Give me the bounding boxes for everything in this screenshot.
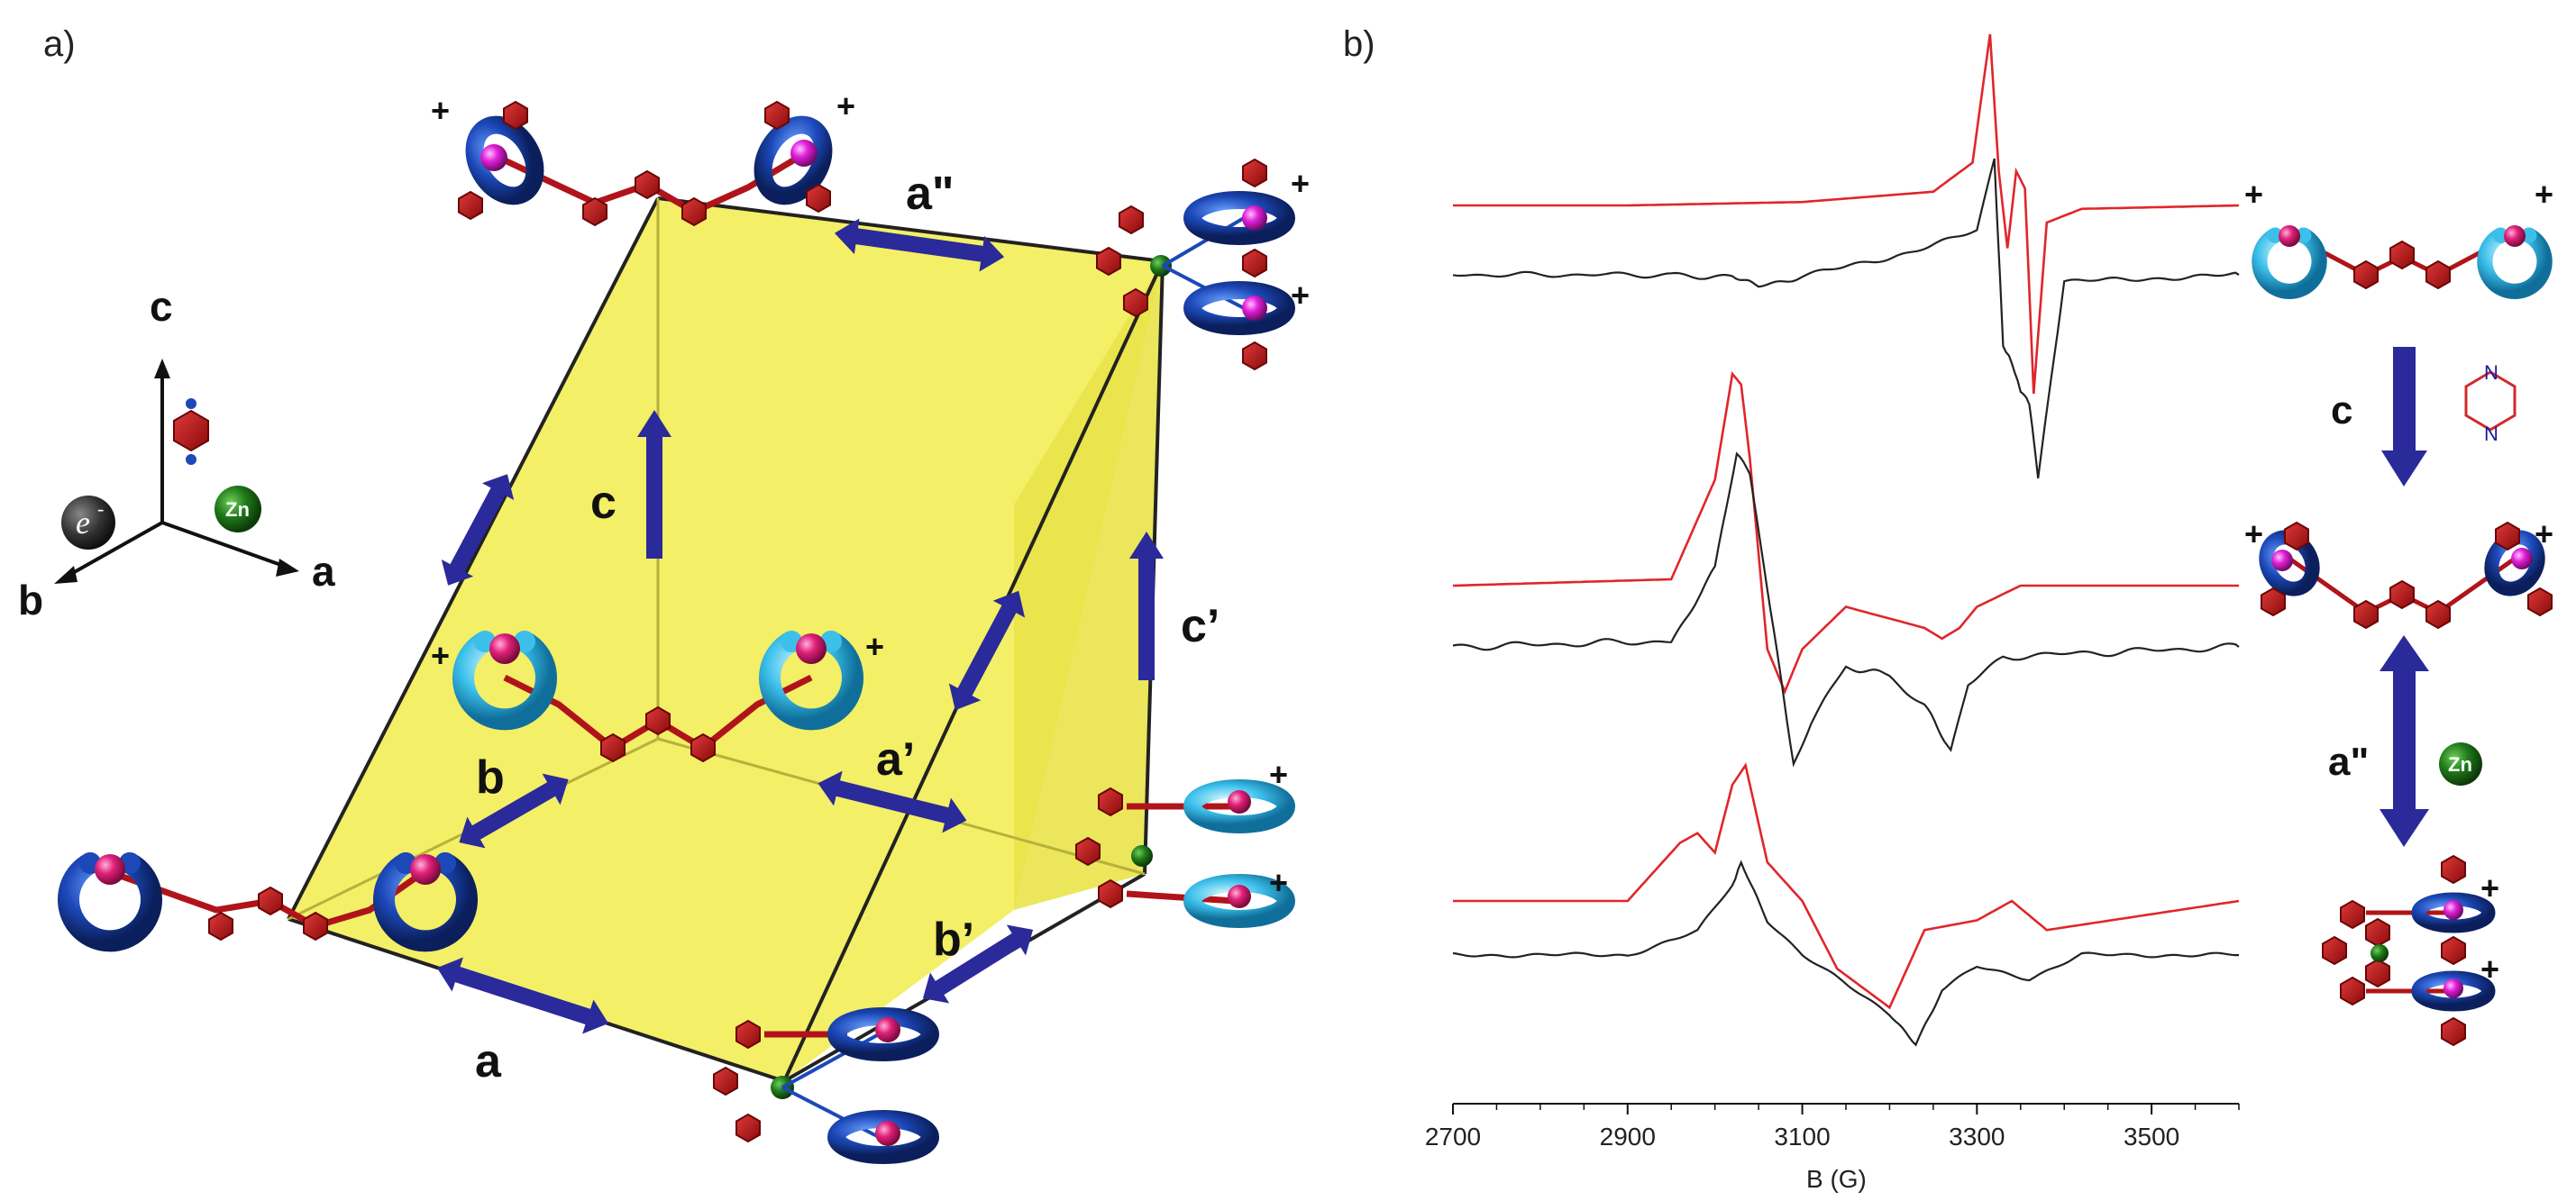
edge-label-a-double: a"	[906, 168, 955, 220]
charge-plus: +	[2480, 869, 2499, 906]
x-ticks: 2700 2900 3100 3300 3500	[1425, 1104, 2240, 1151]
arrow-a	[436, 957, 609, 1034]
charge-plus: +	[836, 87, 855, 124]
arrow-c-prime	[1129, 532, 1164, 680]
scheme-middle-blue-dimer: + +	[2244, 515, 2553, 629]
edge-label-c-prime: c’	[1181, 600, 1219, 652]
charge-plus: +	[2535, 176, 2553, 213]
trace-middle-experimental	[1452, 451, 2240, 768]
edge-label-b: b	[476, 751, 505, 804]
scheme-bottom-zn-cluster: + +	[2322, 855, 2499, 1046]
charge-plus: +	[1269, 756, 1288, 793]
scheme-top-cyan-dimer: + +	[2244, 176, 2553, 291]
pyrazine-n-top: N	[2484, 361, 2498, 384]
charge-plus: +	[2244, 176, 2263, 213]
charge-plus: +	[431, 637, 450, 674]
arrow-right-edge	[948, 590, 1026, 711]
charge-plus: +	[2480, 951, 2499, 987]
zinc-label-scheme: Zn	[2448, 753, 2472, 776]
zn-cluster-bottom	[713, 1016, 937, 1155]
x-tick-label: 3100	[1774, 1123, 1830, 1151]
panel-a-label: a)	[43, 24, 76, 64]
arrow-b-prime	[922, 924, 1034, 1004]
trace-bottom-experimental	[1452, 860, 2240, 1047]
arrow-left-edge	[441, 474, 515, 586]
x-tick-label: 3300	[1949, 1123, 2005, 1151]
trace-bottom-simulated	[1453, 762, 2240, 1010]
zinc-icon	[215, 486, 261, 532]
axis-c-label: c	[150, 283, 173, 330]
molecule-blue-dimer-front	[69, 852, 467, 941]
molecule-cyan-dimer: + +	[431, 628, 884, 762]
arrow-c	[637, 410, 671, 559]
charge-plus: +	[1291, 165, 1310, 202]
x-tick-label: 2700	[1425, 1123, 1481, 1151]
edge-label-a-prime: a’	[876, 733, 915, 786]
x-tick-label: 3500	[2124, 1123, 2179, 1151]
traces	[1452, 33, 2240, 1047]
arrow-a-prime	[818, 770, 967, 833]
pyrazine-icon: N N	[2464, 361, 2517, 445]
charge-plus: +	[2535, 515, 2553, 552]
scheme-label-c: c	[2331, 388, 2352, 432]
molecule-top-dimer: + +	[431, 87, 855, 226]
zinc-icon-scheme	[2439, 742, 2482, 786]
zn-cluster-top-right: + +	[1096, 159, 1310, 370]
trace-top-experimental	[1452, 158, 2240, 479]
axis-b-label: b	[18, 577, 43, 623]
edge-label-a: a	[475, 1035, 502, 1087]
trace-middle-simulated	[1452, 371, 2239, 695]
electron-symbol: e	[76, 505, 90, 541]
trace-top-simulated	[1453, 33, 2240, 395]
x-axis-label: B (G)	[1806, 1165, 1867, 1193]
arrow-a-double	[834, 218, 1005, 272]
zn-cluster-right-middle: + +	[1075, 756, 1288, 919]
charge-plus: +	[2244, 515, 2263, 552]
edge-label-b-prime: b’	[933, 914, 974, 966]
x-tick-label: 2900	[1600, 1123, 1656, 1151]
scheme-arrow-down-c	[2381, 347, 2427, 487]
axis-indicator: c a b e - Zn	[18, 283, 335, 623]
arrow-b	[459, 773, 569, 849]
charge-plus: +	[1291, 277, 1310, 314]
electron-icon	[61, 496, 115, 550]
edge-arrows	[436, 218, 1164, 1034]
epr-chart: 2700 2900 3100 3300 3500 B (G)	[1425, 33, 2240, 1193]
charge-plus: +	[431, 92, 450, 129]
edge-label-c: c	[590, 477, 617, 529]
zinc-label-axis: Zn	[225, 498, 250, 521]
electron-charge: -	[97, 497, 104, 520]
scheme-label-a-double: a"	[2328, 740, 2369, 784]
panel-b-label: b)	[1343, 24, 1375, 64]
axis-a-label: a	[312, 548, 335, 595]
spacer-hexagon-icon	[173, 410, 209, 451]
charge-plus: +	[1269, 864, 1288, 901]
scheme-arrow-double-a	[2380, 635, 2429, 847]
pyrazine-n-bottom: N	[2484, 423, 2498, 445]
charge-plus: +	[865, 628, 884, 665]
